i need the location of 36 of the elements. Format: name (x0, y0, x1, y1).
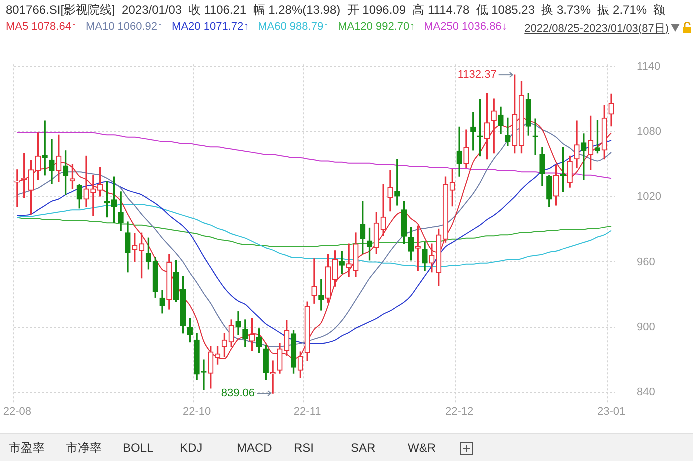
text: MACD (236, 441, 274, 455)
y-tick-label: 1020 (637, 191, 662, 204)
text: BOLL (122, 441, 155, 455)
text: 市净率 (65, 440, 103, 456)
text: MA5 1078.64↑ (6, 21, 77, 33)
text: 1132.37 (458, 69, 497, 82)
text: RSI (293, 441, 316, 455)
text: W&R (407, 441, 437, 455)
text: KDJ (179, 441, 204, 455)
candlestick (90, 175, 96, 216)
chart-subtitle: 2022/08/25-2023/01/03(87日) (524, 22, 669, 36)
candlestick (270, 360, 276, 394)
x-tick-label: 22-11 (294, 406, 322, 418)
y-tick-label: 960 (637, 256, 656, 268)
x-tick-label: 23-01 (597, 406, 626, 418)
text: MA60 988.79↑ (258, 21, 330, 33)
y-tick-label: 1140 (637, 60, 661, 73)
candlestick (312, 258, 318, 304)
x-tick-label: 22-10 (182, 406, 212, 418)
candlestick (346, 244, 352, 278)
candlestick (49, 139, 55, 184)
y-tick-label: 1080 (637, 126, 662, 138)
text: MA120 992.70↑ (338, 21, 416, 33)
x-tick-label: 22-08 (3, 406, 32, 418)
y-tick-label: 840 (637, 386, 656, 399)
x-tick-label: 22-12 (446, 406, 474, 418)
y-tick-label: 900 (637, 321, 656, 334)
text: MA10 1060.92↑ (86, 21, 164, 33)
chart-title: 801766.SI[影视院线] 2023/01/03 收 1106.21 幅 1.28%(13.98) 开 1096.09 高 1114.78 低 1085.23 换 3.73% 振 2.71% 额 (6, 2, 666, 19)
text: MA250 1036.86↓ (424, 21, 508, 33)
text: SAR (350, 441, 377, 455)
text: 839.06 (221, 388, 256, 400)
text: 市盈率 (8, 440, 46, 456)
candlestick (201, 360, 207, 390)
text: MA20 1071.72↑ (172, 21, 250, 33)
candlestick (84, 156, 90, 208)
